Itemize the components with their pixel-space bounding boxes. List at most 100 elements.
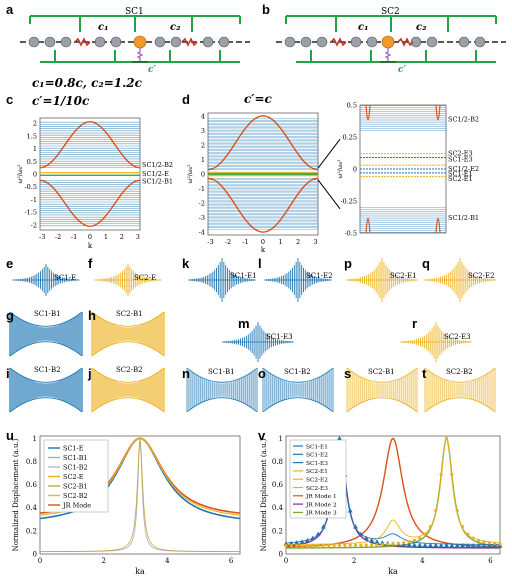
tick-label-x: 4 <box>420 557 425 565</box>
marker-sc1-e1 <box>320 524 326 529</box>
mode-envelope <box>9 397 83 413</box>
panel-label-o: o <box>258 366 266 381</box>
mode-profiles: SC1-E SC2-E SC1-E1 SC1-E2 SC2-E1 SC2-E2 SC1-E3… <box>9 258 496 413</box>
marker-sc1-e1 <box>363 535 369 541</box>
axis-label-y: ω²/ω₀² <box>187 164 194 184</box>
dispersion-curve <box>365 217 371 234</box>
marker-sc1-e1 <box>427 542 433 548</box>
mode-envelope <box>186 367 258 383</box>
marker-sc1-e1 <box>492 543 498 548</box>
marker-sc2-e2 <box>359 543 363 547</box>
panel-label-n: n <box>182 366 190 381</box>
marker-sc2-e2 <box>348 543 352 547</box>
mode-envelope <box>9 311 83 327</box>
dispersion-curve-lower <box>39 179 141 227</box>
mode-l <box>264 258 332 302</box>
marker-sc1-e1 <box>444 542 449 548</box>
band-label: SC2-E3 <box>448 150 473 158</box>
mode-label-s: SC2-B1 <box>368 368 395 376</box>
sc2-title: SC2 <box>381 7 400 17</box>
marker-sc2-e2 <box>332 543 336 548</box>
marker-sc1-e1 <box>486 543 492 548</box>
panel-label-r: r <box>412 316 418 331</box>
tick-label-x: 0 <box>284 557 288 565</box>
tick-label-y: 0.6 <box>272 481 284 489</box>
band-label: SC1/2-E2 <box>448 165 479 173</box>
band-label: SC1/2-B1 <box>142 178 173 186</box>
axis-label-y: ω²/ω₀² <box>17 164 24 184</box>
mode-envelope <box>424 397 496 413</box>
axes-frame <box>39 117 141 231</box>
tick-label-x: 2 <box>296 238 300 246</box>
mode-g <box>9 311 83 357</box>
marker-sc1-e1 <box>406 542 412 547</box>
mode-label-r: SC2-E3 <box>444 333 471 341</box>
mode-m <box>222 322 294 362</box>
tick-label-y: 1 <box>33 435 37 443</box>
marker-sc2-e2 <box>477 538 481 542</box>
marker-sc2-e2 <box>295 544 299 548</box>
schematic-sc2: SC2 c₁ c₂ c′ <box>276 7 506 75</box>
band-label: SC2-E1 <box>448 175 473 183</box>
tick-label-y: 0.2 <box>26 527 37 535</box>
tick-label-y: -0.5 <box>344 230 357 238</box>
marker-sc1-e1 <box>304 537 310 543</box>
panel-label-d: d <box>182 92 190 107</box>
marker-sc2-e2 <box>380 542 384 547</box>
tick-label-y: 3 <box>201 127 205 135</box>
band-label: SC1/2-B1 <box>448 214 479 222</box>
legend-entry: SC2-E <box>63 473 84 481</box>
legend-entry: SC1-E2 <box>306 453 328 459</box>
tick-label-x: 1 <box>278 238 282 246</box>
marker-sc2-e2 <box>423 532 427 536</box>
tick-label-y: -2 <box>199 200 205 208</box>
mode-envelope <box>91 341 165 357</box>
marker-sc2-e2 <box>386 542 390 546</box>
tick-label-x: -3 <box>207 238 213 246</box>
dispersion-curve-lower <box>207 177 319 233</box>
tick-label-x: 3 <box>136 233 140 241</box>
mode-envelope <box>262 397 334 413</box>
panel-label-a: a <box>6 2 14 17</box>
zoom-arrow <box>317 179 341 210</box>
marker-sc2-e2 <box>284 544 288 548</box>
marker-sc2-e2 <box>450 473 454 477</box>
mode-t <box>424 367 496 413</box>
mode-label-h: SC2-B1 <box>116 310 143 318</box>
panel-label-e: e <box>6 256 14 271</box>
marker-sc1-e1 <box>481 543 487 548</box>
tick-label-y: 1 <box>33 145 37 153</box>
marker-sc1-e1 <box>470 543 476 548</box>
plot-u: 0 0.2 0.4 0.6 0.8 1 0 2 4 6 ka Normalized Displacem… <box>12 435 241 576</box>
mode-envelope <box>91 397 165 413</box>
panel-label-i: i <box>6 366 10 381</box>
legend-entry: JR Mode <box>62 502 91 510</box>
tick-label-x: 6 <box>488 557 493 565</box>
tick-label-x: -3 <box>39 233 45 241</box>
mode-envelope <box>424 367 496 383</box>
marker-sc2-e2 <box>337 543 342 547</box>
tick-label-y: -1 <box>31 196 37 204</box>
marker-sc2-e2 <box>402 541 406 545</box>
tick-label-y: -4 <box>199 229 205 237</box>
panel-label-k: k <box>182 256 190 271</box>
marker-sc1-e1 <box>374 539 380 544</box>
marker-sc2-e2 <box>418 536 422 540</box>
tick-label-x: -1 <box>71 233 77 241</box>
tick-label-x: 4 <box>165 557 170 565</box>
tick-label-y: -2 <box>31 221 37 229</box>
mode-label-p: SC2-E1 <box>390 272 417 280</box>
c2-label: c₂ <box>170 22 181 33</box>
panel-label-v: v <box>258 428 266 443</box>
marker-sc2-e2 <box>444 436 449 440</box>
axis-label-x: ka <box>388 567 398 576</box>
tick-label-y: 0.8 <box>272 458 283 466</box>
mode-s <box>346 367 418 413</box>
mode-label-o: SC1-B2 <box>284 368 311 376</box>
dispersion-curve <box>365 104 371 121</box>
mode-n <box>186 367 258 413</box>
tick-label-y: 0.5 <box>347 102 357 110</box>
mode-envelope <box>262 367 334 383</box>
axes-frame <box>207 112 319 236</box>
band-zoom-inset: 0.50.250-0.25-0.5ω²/ω₀²SC1/2-B2SC2-E3SC1… <box>337 102 479 238</box>
